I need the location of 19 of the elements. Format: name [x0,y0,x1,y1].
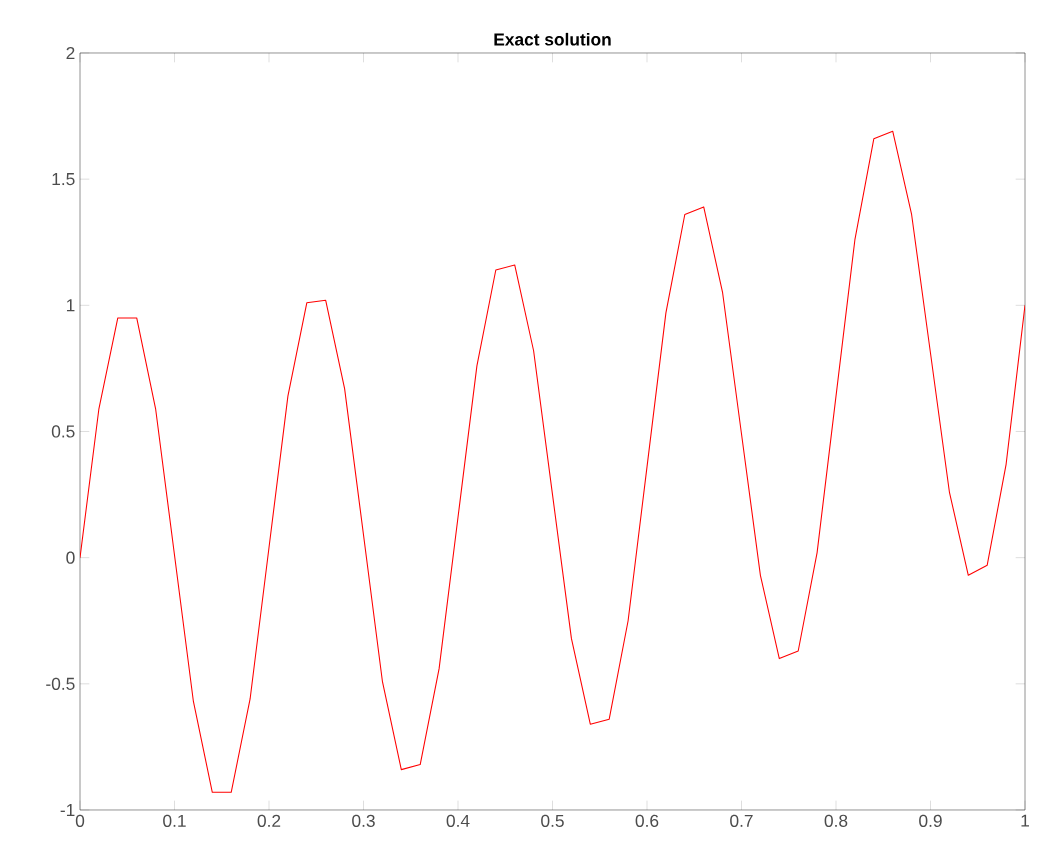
y-tick-label: -1 [60,804,75,816]
x-tick-label: 0 [75,814,85,827]
x-tick-label: 0.2 [257,814,281,827]
x-tick-label: 0.1 [163,814,186,827]
x-tick-label: 0.5 [541,814,564,827]
y-tick-label: 1.5 [52,173,75,186]
chart-title: Exact solution [494,32,611,46]
y-tick-label: 0.5 [51,425,75,438]
x-tick-label: 0.6 [635,814,659,827]
y-tick-label: 1 [66,299,75,312]
x-tick-label: 0.3 [352,814,375,827]
y-tick-label: 0 [66,551,75,564]
x-tick-label: 0.8 [824,814,848,827]
x-tick-label: 0.9 [919,814,942,827]
y-tick-label: -0.5 [46,677,75,690]
x-tick-label: 0.7 [730,814,753,827]
x-tick-label: 1 [1021,814,1029,827]
x-tick-label: 0.4 [446,814,470,827]
y-tick-label: 2 [66,46,75,60]
